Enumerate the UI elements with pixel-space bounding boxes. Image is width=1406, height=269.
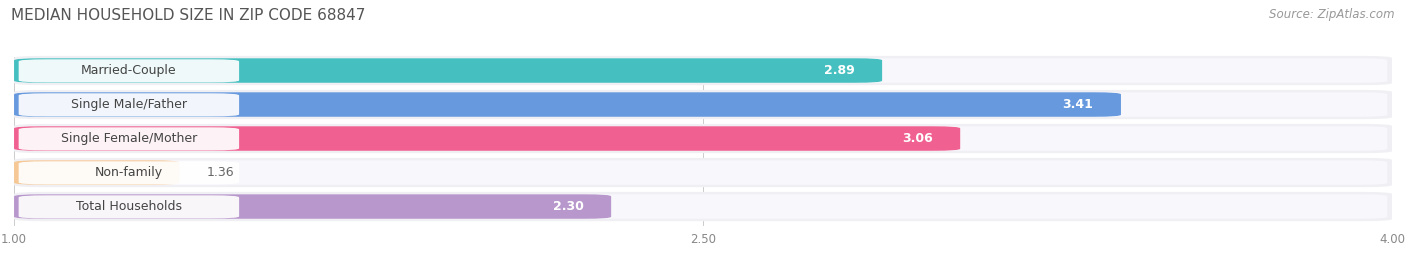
FancyBboxPatch shape xyxy=(18,195,239,218)
FancyBboxPatch shape xyxy=(14,160,180,185)
FancyBboxPatch shape xyxy=(14,158,1392,187)
FancyBboxPatch shape xyxy=(14,90,1392,119)
FancyBboxPatch shape xyxy=(18,58,1388,83)
Text: Single Male/Father: Single Male/Father xyxy=(70,98,187,111)
FancyBboxPatch shape xyxy=(14,192,1392,221)
FancyBboxPatch shape xyxy=(18,127,239,150)
Text: MEDIAN HOUSEHOLD SIZE IN ZIP CODE 68847: MEDIAN HOUSEHOLD SIZE IN ZIP CODE 68847 xyxy=(11,8,366,23)
Text: Source: ZipAtlas.com: Source: ZipAtlas.com xyxy=(1270,8,1395,21)
FancyBboxPatch shape xyxy=(14,92,1121,117)
FancyBboxPatch shape xyxy=(18,161,239,185)
Text: 2.30: 2.30 xyxy=(553,200,583,213)
FancyBboxPatch shape xyxy=(18,160,1388,185)
Text: Total Households: Total Households xyxy=(76,200,181,213)
FancyBboxPatch shape xyxy=(18,126,1388,151)
FancyBboxPatch shape xyxy=(14,124,1392,153)
FancyBboxPatch shape xyxy=(18,59,239,82)
Text: Married-Couple: Married-Couple xyxy=(82,64,177,77)
Text: 1.36: 1.36 xyxy=(207,166,235,179)
FancyBboxPatch shape xyxy=(14,58,882,83)
FancyBboxPatch shape xyxy=(18,194,1388,219)
Text: 3.06: 3.06 xyxy=(901,132,932,145)
Text: Single Female/Mother: Single Female/Mother xyxy=(60,132,197,145)
Text: 2.89: 2.89 xyxy=(824,64,855,77)
Text: Non-family: Non-family xyxy=(94,166,163,179)
FancyBboxPatch shape xyxy=(18,93,239,116)
FancyBboxPatch shape xyxy=(18,92,1388,117)
FancyBboxPatch shape xyxy=(14,56,1392,85)
FancyBboxPatch shape xyxy=(14,194,612,219)
FancyBboxPatch shape xyxy=(14,126,960,151)
Text: 3.41: 3.41 xyxy=(1063,98,1094,111)
